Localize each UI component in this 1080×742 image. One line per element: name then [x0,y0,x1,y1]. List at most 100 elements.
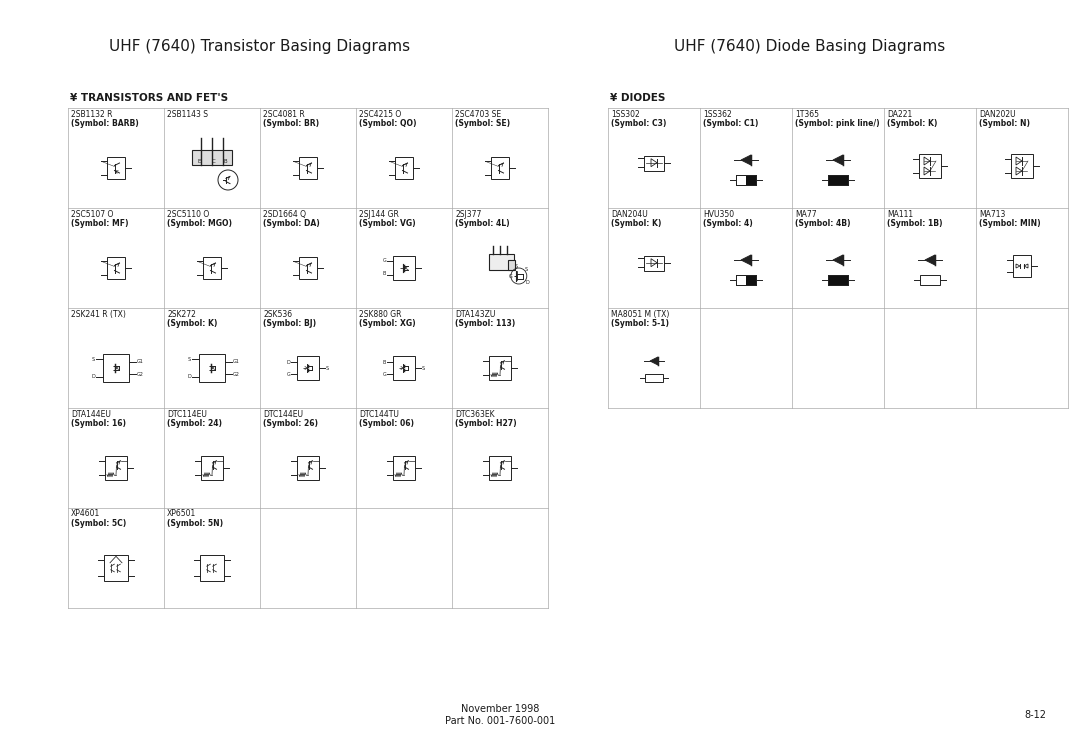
Text: S: S [525,267,528,272]
Text: (Symbol: BJ): (Symbol: BJ) [264,318,316,327]
Bar [105,456,127,480]
Polygon shape [741,155,751,165]
Text: MA77: MA77 [795,209,816,218]
Bar [203,257,221,279]
Text: 2SC4215 O: 2SC4215 O [359,110,402,119]
Text: DTC144TU: DTC144TU [359,410,399,418]
Text: ¥ DIODES: ¥ DIODES [610,93,665,103]
Bar [645,374,663,382]
Text: (Symbol: 24): (Symbol: 24) [167,418,222,427]
Text: 2SK241 R (TX): 2SK241 R (TX) [71,309,126,318]
Text: (Symbol: 16): (Symbol: 16) [71,418,126,427]
Text: (Symbol: C3): (Symbol: C3) [611,119,666,128]
Bar [103,354,129,382]
Bar [200,555,224,581]
Bar [491,157,509,179]
Bar [299,257,318,279]
Text: S: S [515,264,518,269]
Text: (Symbol: VG): (Symbol: VG) [359,218,416,228]
Bar [644,255,664,271]
Text: (Symbol: 1B): (Symbol: 1B) [887,218,943,228]
Bar [107,157,125,179]
Text: (Symbol: 5C): (Symbol: 5C) [71,519,126,528]
Text: 2SK536: 2SK536 [264,309,292,318]
Bar [920,275,940,285]
Text: November 1998
Part No. 001-7600-001: November 1998 Part No. 001-7600-001 [445,704,555,726]
Text: (Symbol: 4): (Symbol: 4) [703,218,753,228]
Bar [297,456,319,480]
Text: (Symbol: 4B): (Symbol: 4B) [795,218,851,228]
Bar [107,257,125,279]
Text: G2: G2 [233,372,240,377]
Text: MA713: MA713 [978,209,1005,218]
Text: ¥ TRANSISTORS AND FET'S: ¥ TRANSISTORS AND FET'S [70,93,228,103]
Text: (Symbol: K): (Symbol: K) [611,218,661,228]
Text: (Symbol: N): (Symbol: N) [978,119,1030,128]
Text: (Symbol: C1): (Symbol: C1) [703,119,758,128]
Text: 1T365: 1T365 [795,110,819,119]
Text: 1SS362: 1SS362 [703,110,732,119]
Text: B: B [382,272,386,276]
Text: 2SC4703 SE: 2SC4703 SE [455,110,501,119]
Text: B: B [224,159,227,164]
Text: D: D [286,360,291,364]
Text: D: D [526,280,529,285]
Text: (Symbol: 06): (Symbol: 06) [359,418,414,427]
Bar [828,275,848,285]
Text: G: G [286,372,291,376]
Bar [509,260,515,270]
Text: S: S [188,357,191,361]
Text: (Symbol: 4L): (Symbol: 4L) [455,218,510,228]
Text: D: D [187,375,191,379]
Text: (Symbol: 5N): (Symbol: 5N) [167,519,224,528]
Bar [1013,255,1031,277]
Polygon shape [741,255,751,265]
Text: (Symbol: DA): (Symbol: DA) [264,218,320,228]
Text: (Symbol: MGO): (Symbol: MGO) [167,218,232,228]
Text: G2: G2 [137,372,144,377]
Text: 8-12: 8-12 [1024,710,1047,720]
Bar [297,356,319,380]
Text: DTA143ZU: DTA143ZU [455,309,496,318]
Bar [1011,154,1032,178]
Text: (Symbol: MF): (Symbol: MF) [71,218,129,228]
Bar [104,555,129,581]
Text: DAN202U: DAN202U [978,110,1015,119]
Text: UHF (7640) Diode Basing Diagrams: UHF (7640) Diode Basing Diagrams [674,39,946,53]
Text: G: G [382,257,386,263]
Bar [395,157,413,179]
Text: B: B [382,360,386,364]
Text: 2SC5110 O: 2SC5110 O [167,209,210,218]
Bar [735,275,756,285]
Polygon shape [650,357,658,365]
Text: (Symbol: H27): (Symbol: H27) [455,418,516,427]
Text: UHF (7640) Transistor Basing Diagrams: UHF (7640) Transistor Basing Diagrams [109,39,410,53]
Text: D: D [91,375,95,379]
Text: E: E [198,159,201,164]
Text: (Symbol: MIN): (Symbol: MIN) [978,218,1041,228]
Bar [735,175,756,185]
Text: (Symbol: pink line/): (Symbol: pink line/) [795,119,879,128]
Text: DTC144EU: DTC144EU [264,410,303,418]
Text: (Symbol: QO): (Symbol: QO) [359,119,417,128]
Bar [828,175,848,185]
Text: DAN204U: DAN204U [611,209,648,218]
Text: DTC114EU: DTC114EU [167,410,207,418]
Polygon shape [833,255,843,265]
Text: XP4601: XP4601 [71,510,100,519]
Text: 2SK272: 2SK272 [167,309,195,318]
Text: G: G [382,372,386,376]
Polygon shape [924,255,935,265]
Polygon shape [833,155,843,165]
Bar [489,356,511,380]
Bar [746,275,756,285]
Bar [393,356,415,380]
Bar [299,157,318,179]
Text: (Symbol: 113): (Symbol: 113) [455,318,515,327]
Bar [828,275,848,285]
Text: DA221: DA221 [887,110,913,119]
Text: MA8051 M (TX): MA8051 M (TX) [611,309,670,318]
Text: 2SB1143 S: 2SB1143 S [167,110,208,119]
Text: HVU350: HVU350 [703,209,734,218]
Text: (Symbol: BARB): (Symbol: BARB) [71,119,138,128]
